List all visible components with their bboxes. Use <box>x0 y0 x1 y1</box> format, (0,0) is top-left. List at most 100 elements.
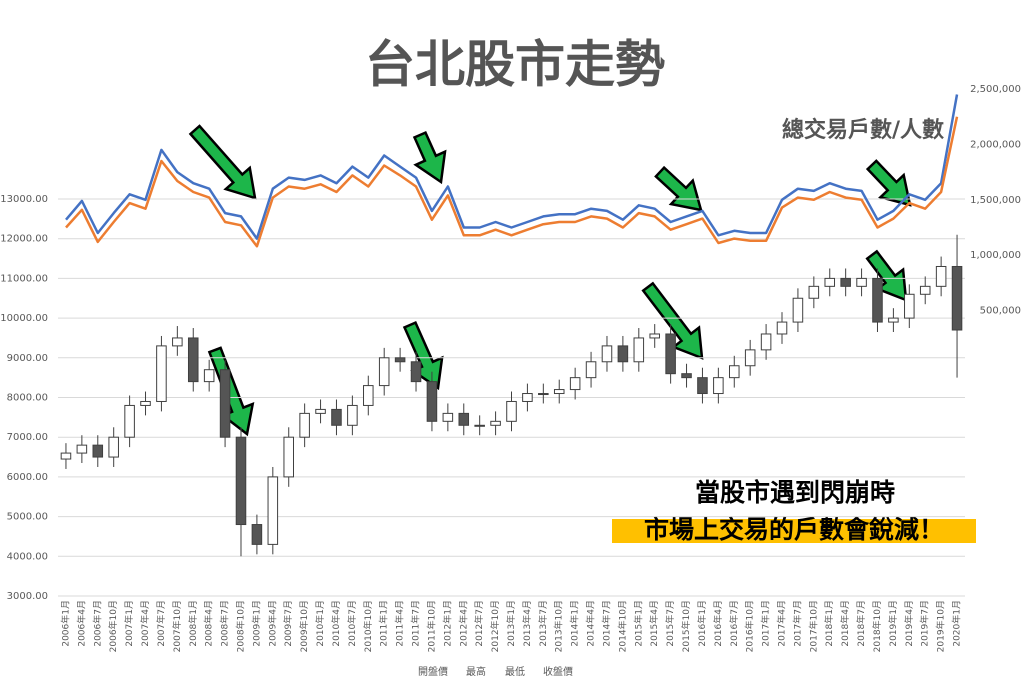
candle-body <box>267 476 279 545</box>
x-tick-label: 2007年10月 <box>171 600 183 652</box>
x-tick-label: 2019年1月 <box>887 600 899 647</box>
x-tick-label: 2014年10月 <box>616 600 628 652</box>
annotation: 市場上交易的戶數會銳減！ <box>644 515 944 544</box>
x-tick-label: 2008年4月 <box>203 600 215 647</box>
x-tick-label: 2009年4月 <box>266 600 278 647</box>
x-tick-label: 2012年7月 <box>473 600 485 647</box>
x-tick-label: 2007年7月 <box>155 600 167 647</box>
arrow <box>654 165 703 212</box>
x-tick-label: 2010年10月 <box>362 600 374 652</box>
y-tick-label: 4000.00 <box>7 551 48 562</box>
x-tick-label: 2019年10月 <box>935 600 947 652</box>
candle-body <box>347 404 358 426</box>
candle-body <box>299 412 310 438</box>
y2-tick-label: 500,000 <box>980 306 1021 317</box>
candle-body <box>856 277 867 287</box>
candle-body <box>410 361 422 383</box>
x-tick-label: 2012年1月 <box>441 600 453 647</box>
x-tick-label: 2008年7月 <box>219 600 231 647</box>
candle-body <box>935 265 947 287</box>
x-tick-label: 2018年4月 <box>839 600 851 647</box>
candle-body <box>569 377 581 391</box>
x-tick-label: 2016年10月 <box>744 600 756 652</box>
candle-body <box>251 524 263 545</box>
x-tick-label: 2011年1月 <box>378 600 390 647</box>
y-tick-label: 9000.00 <box>7 353 48 364</box>
candle-body <box>156 345 167 402</box>
candle-body <box>872 277 883 323</box>
arrow <box>865 159 912 207</box>
x-tick-label: 2013年1月 <box>505 600 517 647</box>
highlight <box>612 519 976 543</box>
x-tick-label: 2017年10月 <box>807 600 819 652</box>
candle-body <box>904 293 915 319</box>
x-tick-label: 2015年7月 <box>664 600 676 647</box>
candle-body <box>140 400 151 406</box>
candle-body <box>426 381 438 422</box>
legend-label: 最低 <box>505 665 525 678</box>
candle-body <box>728 365 740 379</box>
candle-body <box>315 408 326 414</box>
y-tick-label: 6000.00 <box>7 472 48 483</box>
x-tick-label: 2012年4月 <box>457 600 469 647</box>
x-tick-label: 2009年10月 <box>298 600 310 652</box>
candle-body <box>108 436 119 458</box>
arrow <box>207 346 255 437</box>
candle-body <box>522 393 533 402</box>
candle-body <box>792 297 804 323</box>
x-tick-label: 2015年4月 <box>648 600 660 647</box>
candle-body <box>888 317 899 323</box>
candle-body <box>187 337 199 383</box>
y-tick-label: 8000.00 <box>7 393 48 404</box>
x-tick-label: 2018年7月 <box>855 600 867 647</box>
candle-body <box>585 361 597 379</box>
x-tick-label: 2011年10月 <box>425 600 437 652</box>
x-tick-label: 2006年1月 <box>59 600 71 647</box>
x-tick-label: 2009年1月 <box>250 600 262 647</box>
annotation: 總交易戶數/人數 <box>782 117 944 143</box>
x-tick-label: 2009年7月 <box>282 600 294 647</box>
candle-body <box>506 400 517 422</box>
candle-body <box>283 436 295 478</box>
x-tick-label: 2007年4月 <box>139 600 151 647</box>
x-tick-label: 2014年1月 <box>569 600 581 647</box>
candle-body <box>919 285 931 295</box>
x-tick-label: 2012年10月 <box>489 600 501 652</box>
candle-body <box>458 412 470 426</box>
x-tick-label: 2015年1月 <box>632 600 644 647</box>
candle-body <box>697 377 708 395</box>
candle-body <box>744 349 756 367</box>
y-tick-label: 7000.00 <box>7 432 48 443</box>
candle-body <box>490 420 501 426</box>
x-tick-label: 2013年10月 <box>553 600 565 652</box>
x-tick-label: 2014年7月 <box>600 600 612 647</box>
x-tick-label: 2010年7月 <box>346 600 358 647</box>
candle-body <box>776 321 788 335</box>
candle-body <box>442 412 454 422</box>
candle-body <box>394 357 406 363</box>
candle-body <box>649 333 660 339</box>
candle-body <box>60 452 72 460</box>
account-line <box>65 94 959 240</box>
candle-body <box>378 357 390 387</box>
y-tick-label: 10000.00 <box>0 313 48 324</box>
annotation: 當股市遇到閃崩時 <box>695 478 895 507</box>
candle-body <box>538 393 549 396</box>
candle-body <box>219 369 231 438</box>
candle-body <box>235 436 247 526</box>
candle-body <box>824 277 836 287</box>
x-tick-label: 2011年4月 <box>394 600 406 647</box>
y2-tick-label: 2,000,000 <box>970 139 1021 150</box>
x-tick-label: 2019年7月 <box>919 600 931 647</box>
candle-body <box>617 345 629 363</box>
x-tick-label: 2020年1月 <box>951 600 963 647</box>
candle-body <box>760 333 772 351</box>
candle-body <box>633 337 645 363</box>
x-tick-label: 2007年1月 <box>123 600 135 647</box>
x-tick-label: 2006年4月 <box>75 600 87 647</box>
x-tick-label: 2013年7月 <box>537 600 549 647</box>
y2-tick-label: 1,000,000 <box>970 250 1021 261</box>
x-tick-label: 2016年7月 <box>728 600 740 647</box>
legend-label: 最高 <box>466 665 486 678</box>
